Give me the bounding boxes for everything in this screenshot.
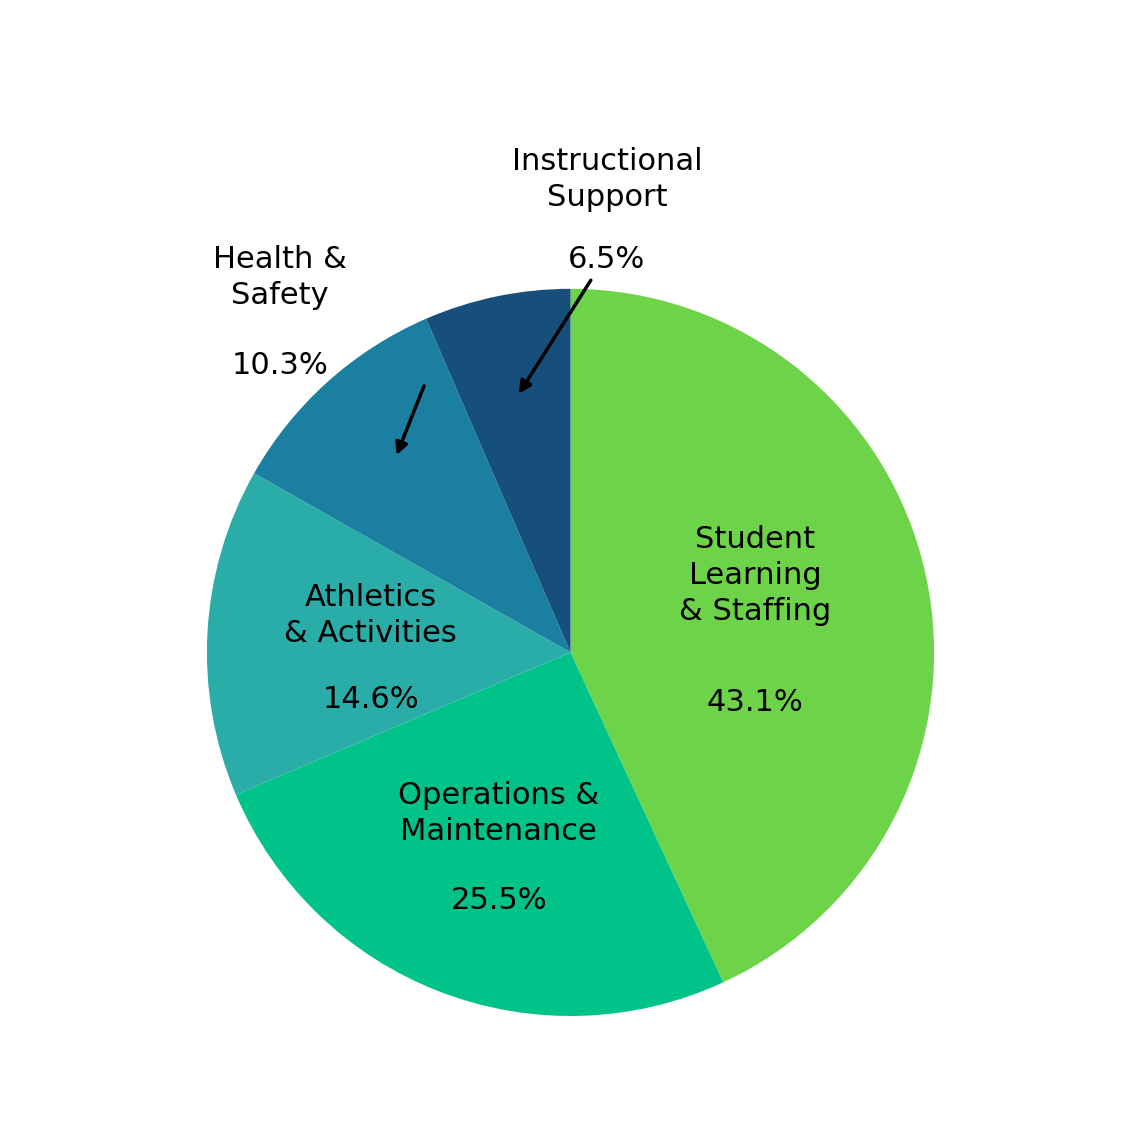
Text: 6.5%: 6.5% bbox=[568, 245, 646, 274]
Text: Operations &
Maintenance: Operations & Maintenance bbox=[398, 782, 599, 846]
Text: Athletics
& Activities: Athletics & Activities bbox=[284, 583, 458, 648]
Text: Student
Learning
& Staffing: Student Learning & Staffing bbox=[679, 524, 832, 626]
Wedge shape bbox=[207, 473, 570, 795]
Text: 10.3%: 10.3% bbox=[232, 350, 327, 380]
Wedge shape bbox=[570, 289, 934, 983]
Text: Health &
Safety: Health & Safety bbox=[212, 246, 347, 310]
Text: 25.5%: 25.5% bbox=[451, 886, 547, 915]
Wedge shape bbox=[426, 289, 570, 652]
Wedge shape bbox=[236, 652, 723, 1016]
Text: 43.1%: 43.1% bbox=[706, 688, 803, 718]
Text: 14.6%: 14.6% bbox=[323, 685, 419, 714]
Text: Instructional
Support: Instructional Support bbox=[511, 147, 702, 212]
Wedge shape bbox=[254, 319, 570, 652]
